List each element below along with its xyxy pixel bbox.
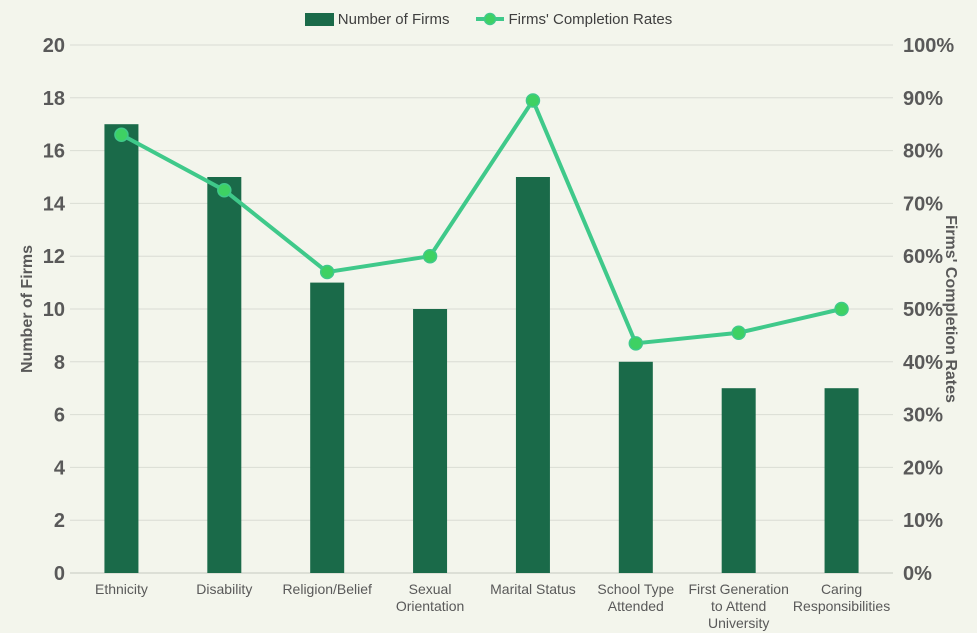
right-axis-tick-label: 70% bbox=[903, 193, 943, 215]
marker-ethnicity bbox=[114, 127, 129, 143]
category-label-ethnicity: Ethnicity bbox=[94, 581, 148, 597]
bar-sexual-orientation bbox=[413, 309, 448, 573]
category-label-sexual-orientation: Sexual Orientation bbox=[395, 581, 465, 614]
bar-religion-belief bbox=[310, 282, 345, 573]
category-label-marital-status: Marital Status bbox=[490, 581, 576, 597]
bar-caring-responsibilities bbox=[824, 388, 859, 573]
right-axis-tick-label: 0% bbox=[903, 563, 932, 585]
marker-school-type-attended bbox=[628, 336, 644, 351]
left-axis-tick-label: 6 bbox=[54, 405, 65, 427]
left-axis-tick-label: 20 bbox=[43, 35, 65, 57]
category-label-school-type-attended: School Type Attended bbox=[597, 581, 675, 614]
left-axis-tick-label: 0 bbox=[54, 563, 65, 585]
right-axis-tick-label: 30% bbox=[903, 405, 943, 427]
left-axis-tick-label: 8 bbox=[54, 352, 65, 374]
left-axis-tick-label: 4 bbox=[54, 457, 66, 479]
right-axis-tick-label: 100% bbox=[903, 35, 954, 57]
right-axis-tick-label: 40% bbox=[903, 352, 943, 374]
left-axis-tick-label: 14 bbox=[43, 193, 66, 215]
legend-item-completion-rates: Firms' Completion Rates bbox=[476, 11, 672, 28]
right-axis-tick-label: 20% bbox=[903, 457, 943, 479]
right-axis-tick-label: 90% bbox=[903, 88, 943, 110]
marker-caring-responsibilities bbox=[834, 301, 849, 317]
left-axis-tick-label: 2 bbox=[54, 510, 65, 532]
marker-first-generation-to-attend-university bbox=[731, 325, 746, 341]
bar-disability bbox=[207, 177, 242, 573]
legend-item-number-of-firms: Number of Firms bbox=[304, 10, 450, 28]
right-axis-tick-label: 50% bbox=[903, 299, 943, 321]
right-axis-tick-label: 60% bbox=[903, 246, 943, 268]
right-axis-tick-label: 10% bbox=[903, 510, 943, 532]
marker-sexual-orientation bbox=[422, 248, 438, 264]
left-axis-tick-label: 12 bbox=[43, 246, 65, 268]
left-axis-tick-label: 10 bbox=[43, 299, 65, 321]
bar-ethnicity bbox=[104, 124, 139, 573]
legend: Number of Firms Firms' Completion Rates bbox=[0, 9, 977, 29]
marker-religion-belief bbox=[319, 264, 335, 280]
category-label-disability: Disability bbox=[196, 581, 253, 597]
bar-series-swatch-icon bbox=[304, 12, 334, 26]
legend-label-number-of-firms: Number of Firms bbox=[337, 10, 450, 28]
left-axis-tick-label: 16 bbox=[43, 141, 65, 163]
category-label-religion-belief: Religion/Belief bbox=[282, 581, 372, 597]
left-axis-tick-label: 18 bbox=[43, 88, 65, 110]
line-series-swatch-icon bbox=[476, 12, 505, 26]
legend-label-completion-rates: Firms' Completion Rates bbox=[508, 10, 673, 28]
bar-marital-status bbox=[515, 177, 550, 573]
bar-school-type-attended bbox=[618, 361, 653, 573]
bar-first-generation-to-attend-university bbox=[721, 388, 756, 573]
right-axis-tick-label: 80% bbox=[903, 141, 943, 163]
category-label-first-generation-to-attend-university: First Generation to Attend University bbox=[688, 581, 789, 631]
category-label-caring-responsibilities: Caring Responsibilities bbox=[792, 581, 891, 614]
completion-rates-line bbox=[119, 98, 844, 346]
marker-disability bbox=[217, 182, 232, 198]
marker-marital-status bbox=[525, 93, 541, 108]
